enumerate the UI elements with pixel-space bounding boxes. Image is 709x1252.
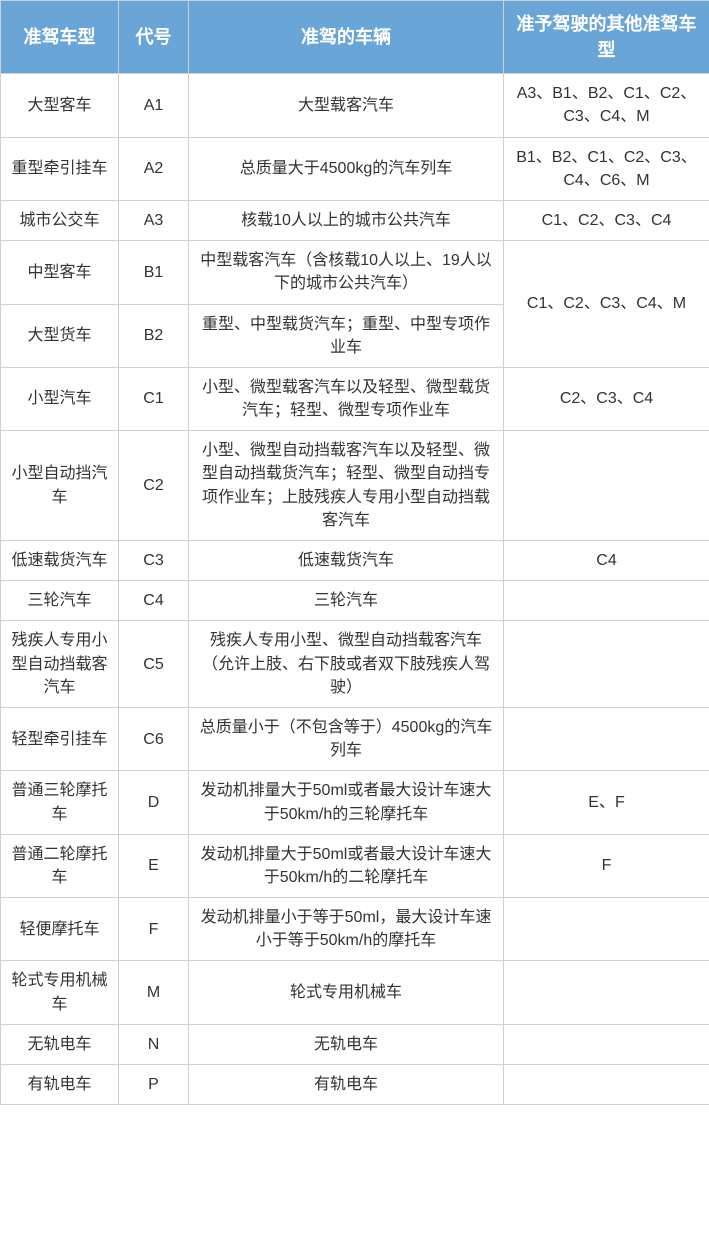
col-header-desc: 准驾的车辆 xyxy=(189,1,504,74)
cell-code: C5 xyxy=(119,621,189,708)
cell-desc: 大型载客汽车 xyxy=(189,74,504,137)
cell-code: D xyxy=(119,771,189,834)
cell-type: 重型牵引挂车 xyxy=(1,137,119,200)
cell-code: M xyxy=(119,961,189,1024)
cell-desc: 发动机排量大于50ml或者最大设计车速大于50km/h的二轮摩托车 xyxy=(189,834,504,897)
cell-type: 小型汽车 xyxy=(1,367,119,430)
cell-code: N xyxy=(119,1024,189,1064)
cell-type: 轮式专用机械车 xyxy=(1,961,119,1024)
license-table: 准驾车型 代号 准驾的车辆 准予驾驶的其他准驾车型 大型客车A1大型载客汽车A3… xyxy=(0,0,709,1105)
cell-desc: 有轨电车 xyxy=(189,1065,504,1105)
col-header-code: 代号 xyxy=(119,1,189,74)
cell-desc: 发动机排量小于等于50ml，最大设计车速小于等于50km/h的摩托车 xyxy=(189,898,504,961)
cell-desc: 小型、微型自动挡载客汽车以及轻型、微型自动挡载货汽车；轻型、微型自动挡专项作业车… xyxy=(189,431,504,541)
cell-type: 城市公交车 xyxy=(1,200,119,240)
cell-type: 无轨电车 xyxy=(1,1024,119,1064)
cell-type: 中型客车 xyxy=(1,241,119,304)
cell-code: A1 xyxy=(119,74,189,137)
table-row: 城市公交车A3核载10人以上的城市公共汽车C1、C2、C3、C4 xyxy=(1,200,709,240)
cell-other: A3、B1、B2、C1、C2、C3、C4、M xyxy=(504,74,709,137)
cell-desc: 发动机排量大于50ml或者最大设计车速大于50km/h的三轮摩托车 xyxy=(189,771,504,834)
cell-desc: 无轨电车 xyxy=(189,1024,504,1064)
table-row: 残疾人专用小型自动挡载客汽车C5残疾人专用小型、微型自动挡载客汽车（允许上肢、右… xyxy=(1,621,709,708)
col-header-type: 准驾车型 xyxy=(1,1,119,74)
table-row: 低速载货汽车C3低速载货汽车C4 xyxy=(1,541,709,581)
cell-other: B1、B2、C1、C2、C3、C4、C6、M xyxy=(504,137,709,200)
table-row: 普通二轮摩托车E发动机排量大于50ml或者最大设计车速大于50km/h的二轮摩托… xyxy=(1,834,709,897)
cell-other: C2、C3、C4 xyxy=(504,367,709,430)
table-row: 小型汽车C1小型、微型载客汽车以及轻型、微型载货汽车；轻型、微型专项作业车C2、… xyxy=(1,367,709,430)
cell-code: A3 xyxy=(119,200,189,240)
table-body: 大型客车A1大型载客汽车A3、B1、B2、C1、C2、C3、C4、M重型牵引挂车… xyxy=(1,74,709,1105)
cell-other: C1、C2、C3、C4 xyxy=(504,200,709,240)
header-row: 准驾车型 代号 准驾的车辆 准予驾驶的其他准驾车型 xyxy=(1,1,709,74)
cell-other xyxy=(504,581,709,621)
cell-type: 大型货车 xyxy=(1,304,119,367)
cell-code: C3 xyxy=(119,541,189,581)
table-row: 轻便摩托车F发动机排量小于等于50ml，最大设计车速小于等于50km/h的摩托车 xyxy=(1,898,709,961)
cell-code: B1 xyxy=(119,241,189,304)
cell-other: F xyxy=(504,834,709,897)
table-row: 轮式专用机械车M轮式专用机械车 xyxy=(1,961,709,1024)
table-row: 中型客车B1中型载客汽车（含核载10人以上、19人以下的城市公共汽车）C1、C2… xyxy=(1,241,709,304)
cell-type: 大型客车 xyxy=(1,74,119,137)
cell-desc: 中型载客汽车（含核载10人以上、19人以下的城市公共汽车） xyxy=(189,241,504,304)
cell-code: F xyxy=(119,898,189,961)
cell-desc: 重型、中型载货汽车；重型、中型专项作业车 xyxy=(189,304,504,367)
cell-other xyxy=(504,621,709,708)
table-row: 有轨电车P有轨电车 xyxy=(1,1065,709,1105)
cell-code: P xyxy=(119,1065,189,1105)
cell-code: C2 xyxy=(119,431,189,541)
cell-code: A2 xyxy=(119,137,189,200)
cell-other xyxy=(504,961,709,1024)
cell-other xyxy=(504,431,709,541)
cell-type: 残疾人专用小型自动挡载客汽车 xyxy=(1,621,119,708)
cell-other: C1、C2、C3、C4、M xyxy=(504,241,709,368)
cell-desc: 三轮汽车 xyxy=(189,581,504,621)
cell-other xyxy=(504,1065,709,1105)
cell-desc: 低速载货汽车 xyxy=(189,541,504,581)
table-row: 重型牵引挂车A2总质量大于4500kg的汽车列车B1、B2、C1、C2、C3、C… xyxy=(1,137,709,200)
table-row: 无轨电车N无轨电车 xyxy=(1,1024,709,1064)
cell-code: B2 xyxy=(119,304,189,367)
table-row: 大型客车A1大型载客汽车A3、B1、B2、C1、C2、C3、C4、M xyxy=(1,74,709,137)
col-header-other: 准予驾驶的其他准驾车型 xyxy=(504,1,709,74)
cell-desc: 总质量大于4500kg的汽车列车 xyxy=(189,137,504,200)
cell-type: 普通三轮摩托车 xyxy=(1,771,119,834)
cell-type: 普通二轮摩托车 xyxy=(1,834,119,897)
cell-code: C4 xyxy=(119,581,189,621)
table-row: 三轮汽车C4三轮汽车 xyxy=(1,581,709,621)
cell-desc: 总质量小于（不包含等于）4500kg的汽车列车 xyxy=(189,707,504,770)
cell-desc: 核载10人以上的城市公共汽车 xyxy=(189,200,504,240)
cell-desc: 小型、微型载客汽车以及轻型、微型载货汽车；轻型、微型专项作业车 xyxy=(189,367,504,430)
cell-type: 小型自动挡汽车 xyxy=(1,431,119,541)
cell-other xyxy=(504,707,709,770)
cell-type: 三轮汽车 xyxy=(1,581,119,621)
cell-type: 有轨电车 xyxy=(1,1065,119,1105)
table-row: 轻型牵引挂车C6总质量小于（不包含等于）4500kg的汽车列车 xyxy=(1,707,709,770)
cell-other xyxy=(504,1024,709,1064)
cell-other xyxy=(504,898,709,961)
cell-type: 轻型牵引挂车 xyxy=(1,707,119,770)
cell-code: C1 xyxy=(119,367,189,430)
table-row: 小型自动挡汽车C2小型、微型自动挡载客汽车以及轻型、微型自动挡载货汽车；轻型、微… xyxy=(1,431,709,541)
cell-other: C4 xyxy=(504,541,709,581)
cell-other: E、F xyxy=(504,771,709,834)
cell-type: 轻便摩托车 xyxy=(1,898,119,961)
cell-desc: 轮式专用机械车 xyxy=(189,961,504,1024)
cell-code: E xyxy=(119,834,189,897)
table-row: 普通三轮摩托车D发动机排量大于50ml或者最大设计车速大于50km/h的三轮摩托… xyxy=(1,771,709,834)
cell-code: C6 xyxy=(119,707,189,770)
cell-type: 低速载货汽车 xyxy=(1,541,119,581)
cell-desc: 残疾人专用小型、微型自动挡载客汽车（允许上肢、右下肢或者双下肢残疾人驾驶） xyxy=(189,621,504,708)
